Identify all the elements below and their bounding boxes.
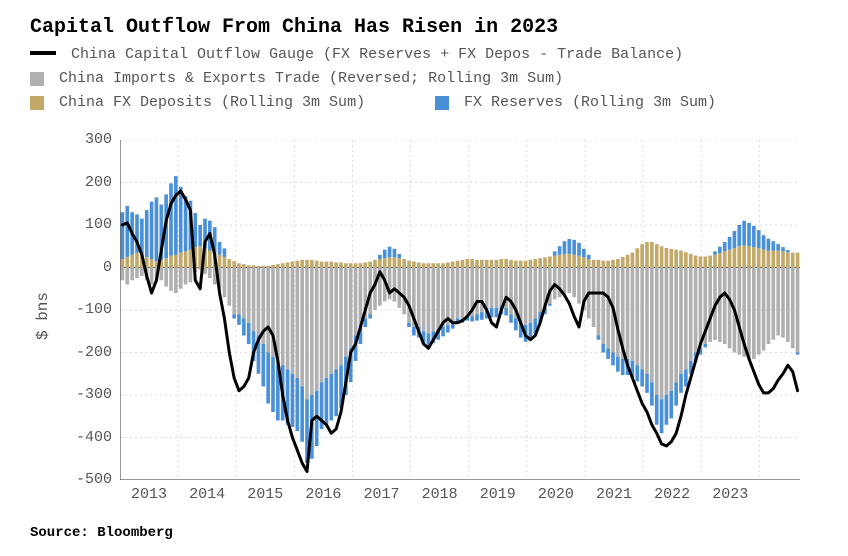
legend-item-fx-res: FX Reserves (Rolling 3m Sum) <box>435 94 716 111</box>
x-tick-label: 2017 <box>352 486 412 503</box>
y-tick-label: -100 <box>62 301 112 318</box>
legend-label: China FX Deposits (Rolling 3m Sum) <box>59 94 365 111</box>
chart-svg <box>120 140 800 480</box>
chart-title: Capital Outflow From China Has Risen in … <box>30 16 558 39</box>
legend-item-gauge: China Capital Outflow Gauge (FX Reserves… <box>30 46 683 63</box>
y-tick-label: 300 <box>62 131 112 148</box>
x-tick-label: 2015 <box>235 486 295 503</box>
legend-swatch-block-icon <box>30 72 44 86</box>
y-tick-label: 100 <box>62 216 112 233</box>
x-tick-label: 2022 <box>642 486 702 503</box>
y-tick-label: -300 <box>62 386 112 403</box>
y-tick-label: -500 <box>62 471 112 488</box>
y-tick-label: -200 <box>62 344 112 361</box>
y-tick-label: 200 <box>62 174 112 191</box>
legend-swatch-line-icon <box>30 51 56 55</box>
legend-swatch-block-icon <box>435 96 449 110</box>
x-tick-label: 2019 <box>468 486 528 503</box>
y-tick-label: 0 <box>62 259 112 276</box>
x-tick-label: 2014 <box>177 486 237 503</box>
x-tick-label: 2016 <box>293 486 353 503</box>
x-tick-label: 2018 <box>410 486 470 503</box>
x-tick-label: 2023 <box>700 486 760 503</box>
y-axis-title: $ bns <box>34 292 52 340</box>
chart-plot-area <box>120 140 800 480</box>
source-label: Source: Bloomberg <box>30 525 173 541</box>
legend-label: FX Reserves (Rolling 3m Sum) <box>464 94 716 111</box>
x-tick-label: 2021 <box>584 486 644 503</box>
legend-item-trade: China Imports & Exports Trade (Reversed;… <box>30 70 563 87</box>
legend-label: China Imports & Exports Trade (Reversed;… <box>59 70 563 87</box>
y-tick-label: -400 <box>62 429 112 446</box>
legend-item-fx-depos: China FX Deposits (Rolling 3m Sum) <box>30 94 365 111</box>
legend-swatch-block-icon <box>30 96 44 110</box>
x-tick-label: 2020 <box>526 486 586 503</box>
legend-label: China Capital Outflow Gauge (FX Reserves… <box>71 46 683 63</box>
x-tick-label: 2013 <box>119 486 179 503</box>
